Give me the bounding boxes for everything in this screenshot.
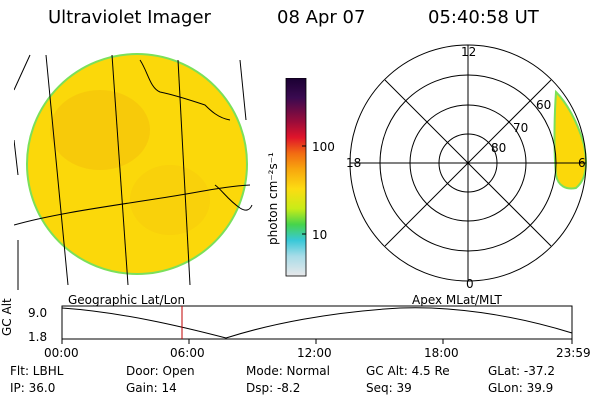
- observation-date: 08 Apr 07: [277, 7, 366, 28]
- colorbar-unit-label: photon cm⁻²s⁻¹: [266, 152, 280, 245]
- mlt-label-0: 0: [466, 277, 474, 291]
- geographic-image: [14, 53, 253, 290]
- timeline-ylabel: GC Alt: [0, 298, 14, 336]
- colorbar-tick-100: 100: [312, 140, 335, 154]
- colorbar: [285, 78, 307, 277]
- timeline-ytick-1-8: 1.8: [28, 330, 48, 344]
- mlat-label-80: 80: [491, 141, 507, 155]
- status-filter: Flt: LBHL: [10, 364, 64, 378]
- status-glat: GLat: -37.2: [488, 364, 555, 378]
- altitude-timeline: [61, 305, 573, 344]
- status-ip: IP: 36.0: [10, 381, 56, 395]
- status-gc-alt: GC Alt: 4.5 Re: [366, 364, 450, 378]
- altitude-curve: [61, 307, 573, 339]
- coastline: [14, 59, 253, 226]
- polar-panel-label: Apex MLat/MLT: [412, 293, 502, 307]
- polar-grid: [349, 44, 587, 282]
- timeline-ytick-9: 9.0: [28, 306, 48, 320]
- earth-disk: [26, 53, 248, 275]
- mlt-label-18: 18: [346, 156, 362, 170]
- status-dsp: Dsp: -8.2: [246, 381, 301, 395]
- emission-patch: [50, 90, 150, 170]
- instrument-title: Ultraviolet Imager: [48, 7, 211, 28]
- mlat-label-70: 70: [513, 121, 529, 135]
- status-door: Door: Open: [126, 364, 195, 378]
- mlt-label-12: 12: [461, 45, 477, 59]
- polar-plot: [349, 44, 587, 282]
- timeline-xtick: 00:00: [44, 346, 79, 360]
- emission-patch: [130, 165, 210, 235]
- auroral-emission: [553, 89, 587, 190]
- status-seq: Seq: 39: [366, 381, 412, 395]
- timeline-xtick: 23:59: [556, 346, 591, 360]
- status-gain: Gain: 14: [126, 381, 177, 395]
- timeline-xtick: 12:00: [297, 346, 332, 360]
- mlat-label-60: 60: [536, 98, 552, 112]
- timeline-xtick: 18:00: [424, 346, 459, 360]
- observation-time: 05:40:58 UT: [428, 7, 539, 28]
- geographic-panel-label: Geographic Lat/Lon: [68, 293, 186, 307]
- status-mode: Mode: Normal: [246, 364, 330, 378]
- mlt-label-6: 6: [578, 156, 586, 170]
- timeline-xtick: 06:00: [170, 346, 205, 360]
- status-glon: GLon: 39.9: [488, 381, 554, 395]
- colorbar-tick-10: 10: [312, 228, 328, 242]
